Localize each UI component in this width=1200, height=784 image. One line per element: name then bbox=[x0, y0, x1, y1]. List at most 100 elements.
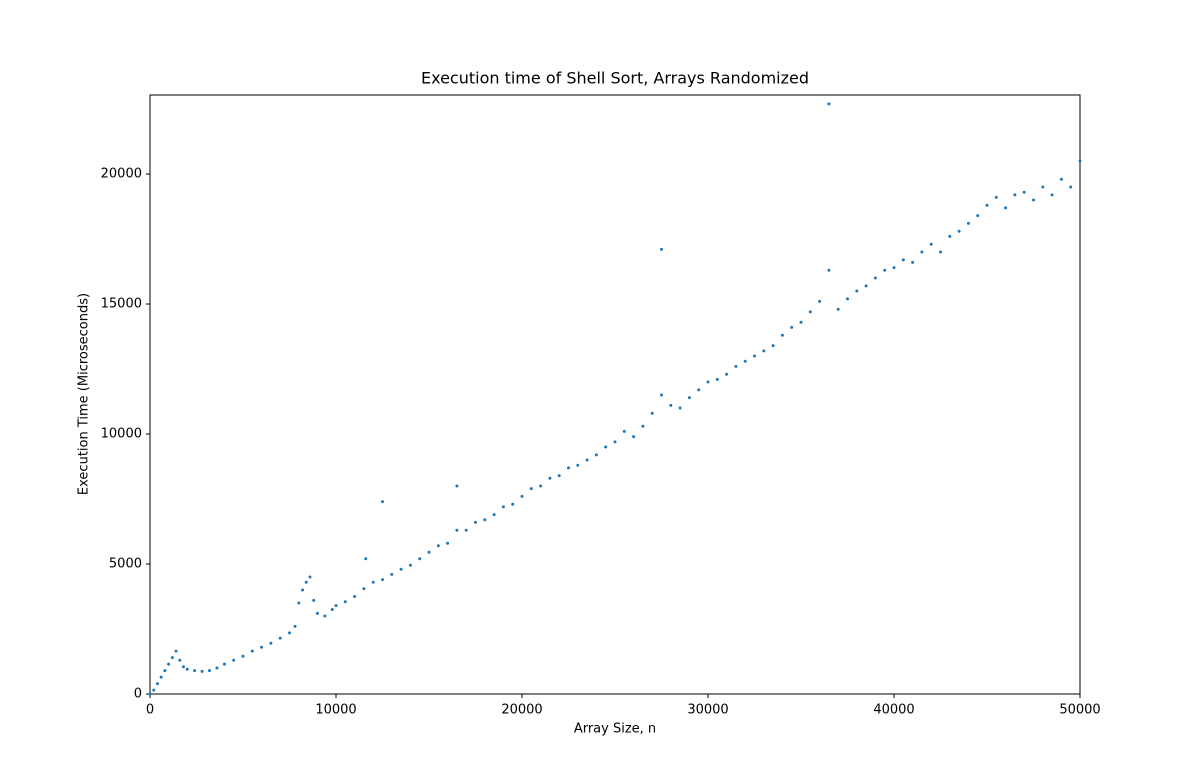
x-tick-label: 20000 bbox=[501, 703, 542, 718]
point bbox=[232, 658, 236, 662]
point bbox=[269, 641, 273, 645]
point bbox=[827, 268, 831, 272]
point bbox=[901, 258, 905, 262]
point bbox=[152, 688, 156, 692]
point bbox=[548, 476, 552, 480]
point bbox=[343, 600, 347, 604]
point bbox=[911, 260, 915, 264]
point bbox=[181, 665, 185, 669]
point bbox=[632, 435, 636, 439]
point bbox=[323, 614, 327, 618]
point bbox=[501, 505, 505, 509]
point bbox=[966, 221, 970, 225]
point bbox=[330, 608, 334, 612]
point bbox=[948, 234, 952, 238]
y-tick-label: 0 bbox=[134, 687, 142, 702]
point bbox=[208, 669, 212, 673]
point bbox=[529, 487, 533, 491]
point bbox=[687, 396, 691, 400]
point bbox=[474, 520, 477, 524]
point bbox=[790, 325, 794, 329]
point bbox=[427, 550, 431, 554]
point bbox=[1032, 198, 1035, 202]
plot-frame bbox=[149, 94, 1081, 695]
point bbox=[278, 636, 282, 640]
point bbox=[371, 580, 375, 584]
y-tick-label: 15000 bbox=[101, 297, 142, 312]
point bbox=[1013, 193, 1017, 197]
point bbox=[155, 682, 159, 686]
point bbox=[399, 567, 403, 571]
point bbox=[613, 440, 617, 444]
point bbox=[957, 229, 961, 233]
point bbox=[293, 624, 297, 628]
point bbox=[994, 195, 998, 199]
x-tick-label: 0 bbox=[146, 703, 154, 718]
point bbox=[855, 289, 859, 293]
point bbox=[1041, 185, 1045, 189]
point bbox=[455, 484, 459, 488]
point bbox=[353, 595, 357, 599]
point bbox=[920, 250, 924, 254]
point bbox=[1059, 177, 1063, 181]
point bbox=[381, 578, 384, 582]
point bbox=[511, 502, 515, 506]
point bbox=[780, 333, 784, 337]
y-tick-label: 10000 bbox=[101, 427, 142, 442]
point bbox=[873, 276, 877, 280]
point bbox=[436, 544, 440, 548]
point bbox=[557, 474, 561, 478]
point bbox=[641, 424, 645, 428]
point bbox=[864, 284, 868, 288]
point bbox=[159, 675, 163, 679]
point bbox=[193, 669, 197, 673]
point bbox=[985, 203, 989, 207]
x-tick-label: 50000 bbox=[1059, 703, 1100, 718]
point bbox=[771, 344, 775, 348]
point bbox=[1078, 159, 1082, 163]
point bbox=[334, 604, 338, 608]
point bbox=[381, 500, 384, 504]
point bbox=[222, 662, 226, 666]
point bbox=[753, 354, 756, 358]
point bbox=[446, 541, 450, 545]
point bbox=[669, 403, 673, 407]
point bbox=[818, 299, 822, 303]
point bbox=[883, 268, 887, 272]
point bbox=[304, 580, 308, 584]
point bbox=[1004, 206, 1008, 210]
point bbox=[585, 458, 589, 462]
y-tick-label: 5000 bbox=[109, 557, 142, 572]
point bbox=[364, 557, 368, 561]
point bbox=[315, 611, 319, 615]
point bbox=[660, 393, 663, 397]
point bbox=[362, 587, 366, 591]
point bbox=[1022, 190, 1026, 194]
point bbox=[163, 669, 167, 673]
chart-title: Execution time of Shell Sort, Arrays Ran… bbox=[421, 69, 809, 88]
y-tick-label: 20000 bbox=[101, 167, 142, 182]
point bbox=[301, 588, 305, 592]
point bbox=[594, 453, 598, 457]
point bbox=[976, 214, 980, 218]
x-tick-label: 30000 bbox=[687, 703, 728, 718]
x-tick-label: 10000 bbox=[315, 703, 356, 718]
point bbox=[390, 572, 394, 576]
point bbox=[170, 656, 174, 660]
point bbox=[167, 662, 171, 666]
point bbox=[455, 528, 459, 532]
point bbox=[174, 649, 178, 653]
point bbox=[1069, 185, 1073, 189]
point bbox=[808, 310, 812, 314]
point bbox=[1050, 193, 1054, 197]
point bbox=[706, 380, 710, 384]
point bbox=[846, 297, 849, 301]
point bbox=[312, 598, 316, 602]
point bbox=[464, 528, 468, 532]
point bbox=[200, 669, 204, 673]
point bbox=[483, 518, 487, 522]
point bbox=[836, 307, 840, 311]
point bbox=[650, 411, 654, 415]
